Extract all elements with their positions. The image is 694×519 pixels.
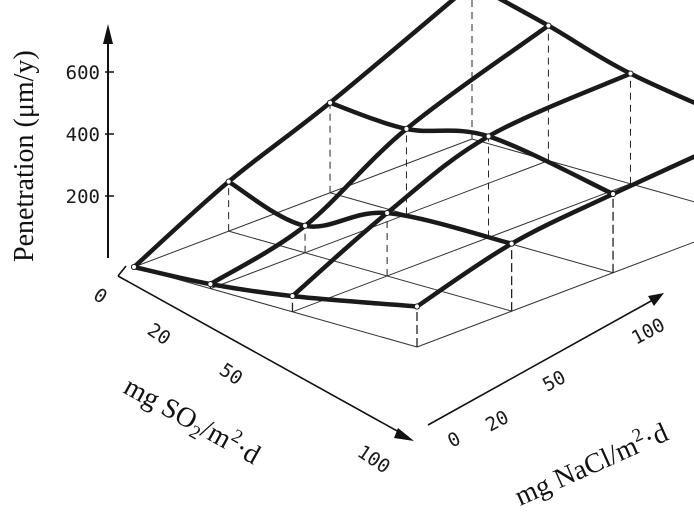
base-grid-line-x0 bbox=[133, 138, 473, 268]
surface-node bbox=[413, 303, 421, 310]
z-axis bbox=[103, 24, 114, 258]
floor-axes bbox=[117, 265, 664, 441]
surface-line-y0 bbox=[131, 264, 420, 309]
surface-node bbox=[627, 70, 634, 77]
y-tick-label: 100 bbox=[628, 314, 669, 350]
x-label-part: mg SO bbox=[119, 371, 203, 436]
y-tick-label: 0 bbox=[444, 428, 464, 453]
y-label-part: mg NaCl/m bbox=[510, 431, 643, 513]
base-grid-line-y0 bbox=[133, 266, 418, 348]
base-grid-line-y3 bbox=[471, 138, 694, 203]
surface-line-y1 bbox=[226, 179, 514, 246]
nacl-axis-arrow bbox=[648, 293, 664, 306]
base-grid-line-x2 bbox=[292, 183, 631, 313]
y-axis-label: mg NaCl/m2·d bbox=[509, 415, 673, 513]
drop-lines bbox=[209, 0, 631, 347]
so2-axis-start bbox=[117, 265, 127, 277]
surface-line-x1 bbox=[208, 23, 551, 287]
surface-node bbox=[207, 281, 214, 288]
z-tick-label: 400 bbox=[66, 124, 100, 146]
x-axis-label: mg SO2/m2·d bbox=[117, 368, 267, 474]
surface-node bbox=[326, 99, 334, 106]
surface-node bbox=[130, 263, 138, 271]
x-tick-label: 100 bbox=[353, 441, 394, 478]
z-axis-arrow bbox=[103, 24, 113, 44]
y-label-part: ·d bbox=[639, 417, 673, 455]
surface-line-x3 bbox=[414, 154, 694, 309]
so2-axis-arrow bbox=[394, 428, 414, 441]
surface-node bbox=[609, 190, 617, 198]
surface-line-x2 bbox=[290, 71, 633, 299]
surface-node bbox=[508, 240, 515, 247]
surface-node bbox=[403, 125, 410, 132]
surface-node bbox=[289, 292, 296, 300]
base-plane bbox=[133, 138, 694, 348]
x-tick-label: 20 bbox=[143, 319, 174, 350]
base-grid-line-x1 bbox=[210, 160, 549, 290]
surface-line-y3 bbox=[497, 0, 694, 106]
surface-mesh bbox=[130, 0, 694, 310]
surface-node bbox=[485, 133, 492, 140]
so2-axis-line bbox=[117, 275, 409, 438]
nacl-axis-line bbox=[427, 295, 661, 426]
surface-line-y2 bbox=[327, 100, 616, 197]
x-label-part: /m bbox=[196, 414, 237, 456]
x-tick-label: 0 bbox=[89, 284, 111, 309]
surface-node bbox=[384, 209, 391, 217]
x-tick-label: 50 bbox=[215, 359, 246, 390]
surface-line-x0 bbox=[131, 0, 457, 270]
y-tick-label: 20 bbox=[482, 406, 513, 436]
y-tick-label: 50 bbox=[539, 366, 570, 396]
surface-node bbox=[545, 22, 552, 29]
z-axis-label: Penetration (μm/y) bbox=[9, 50, 40, 262]
surface-node bbox=[225, 178, 232, 185]
surface-node bbox=[301, 222, 309, 229]
z-tick-label: 200 bbox=[66, 186, 100, 208]
z-tick-label: 600 bbox=[66, 62, 100, 84]
base-grid-line-x3 bbox=[416, 241, 694, 348]
